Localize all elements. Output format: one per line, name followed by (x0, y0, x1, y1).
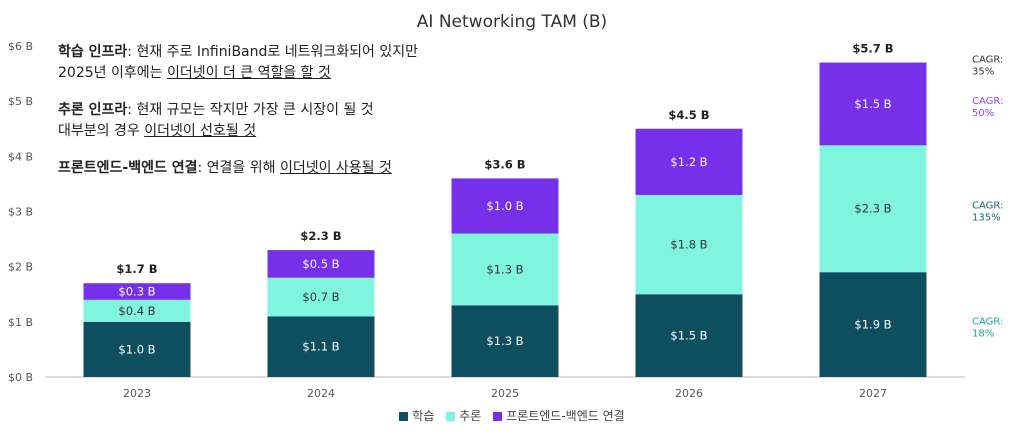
bar-segment (83, 283, 191, 300)
bar-segment (819, 62, 927, 146)
legend-item-inference: 추론 (446, 409, 481, 423)
bar-segment (635, 128, 743, 195)
y-tick-label: $1 B (8, 316, 33, 329)
bar-segment (267, 250, 375, 278)
x-tick-label: 2024 (307, 387, 335, 400)
total-label: $4.5 B (668, 108, 709, 122)
total-label: $5.7 B (852, 42, 893, 56)
bar-segment (819, 272, 927, 377)
cagr-label: CAGR: (972, 317, 1003, 328)
bar-segment (451, 233, 559, 306)
legend: 학습 추론 프론트엔드-백엔드 연결 (0, 407, 1024, 424)
bar-segment (83, 299, 191, 322)
cagr-label: CAGR: (972, 96, 1003, 107)
bar-segment (267, 277, 375, 317)
data-label: $0.3 B (118, 284, 155, 298)
bar-segment (819, 145, 927, 273)
chart-title: AI Networking TAM (B) (417, 12, 607, 32)
x-tick-label: 2027 (859, 387, 887, 400)
data-label: $1.8 B (670, 238, 707, 252)
legend-swatch-training (399, 412, 409, 421)
cagr-label: CAGR: (972, 201, 1003, 212)
legend-swatch-frontend-backend (493, 412, 503, 421)
legend-item-training: 학습 (399, 409, 434, 423)
x-tick-label: 2023 (123, 387, 151, 400)
legend-item-frontend-backend: 프론트엔드-백엔드 연결 (493, 409, 625, 423)
annotation-notes: 학습 인프라: 현재 주로 InfiniBand로 네트워크화되어 있지만 20… (58, 42, 418, 195)
bar-segment (451, 178, 559, 234)
y-tick-label: $4 B (8, 150, 33, 163)
bar-segment (451, 305, 559, 377)
total-label: $3.6 B (484, 157, 525, 171)
y-tick-label: $2 B (8, 261, 33, 274)
total-label: $1.7 B (116, 262, 157, 276)
bar-segment (635, 294, 743, 377)
cagr-value: 135% (972, 213, 1001, 224)
bar-segment (83, 321, 191, 377)
y-tick-label: $0 B (8, 371, 33, 384)
total-label: $2.3 B (300, 229, 341, 243)
data-label: $1.5 B (670, 329, 707, 343)
data-label: $1.3 B (486, 334, 523, 348)
y-tick-label: $6 B (8, 40, 33, 53)
x-tick-label: 2026 (675, 387, 703, 400)
data-label: $1.9 B (854, 318, 891, 332)
cagr-label: CAGR: (972, 55, 1003, 66)
data-label: $1.1 B (302, 340, 339, 354)
cagr-value: 35% (972, 67, 994, 78)
data-label: $0.4 B (118, 304, 155, 318)
cagr-value: 50% (972, 108, 994, 119)
y-tick-label: $3 B (8, 206, 33, 219)
note-inference: 추론 인프라: 현재 규모는 작지만 가장 큰 시장이 될 것 대부분의 경우 … (58, 102, 374, 139)
cagr-value: 18% (972, 329, 994, 340)
data-label: $2.3 B (854, 202, 891, 216)
legend-swatch-inference (446, 412, 456, 421)
bar-segment (267, 316, 375, 377)
x-tick-label: 2025 (491, 387, 519, 400)
data-label: $1.3 B (486, 262, 523, 276)
data-label: $0.5 B (302, 257, 339, 271)
data-label: $0.7 B (302, 290, 339, 304)
data-label: $1.0 B (486, 199, 523, 213)
data-label: $1.5 B (854, 97, 891, 111)
data-label: $1.0 B (118, 342, 155, 356)
bar-segment (635, 194, 743, 295)
data-label: $1.2 B (670, 155, 707, 169)
note-training: 학습 인프라: 현재 주로 InfiniBand로 네트워크화되어 있지만 20… (58, 44, 418, 81)
note-frontend-backend: 프론트엔드-백엔드 연결: 연결을 위해 이더넷이 사용될 것 (58, 160, 392, 176)
y-tick-label: $5 B (8, 95, 33, 108)
